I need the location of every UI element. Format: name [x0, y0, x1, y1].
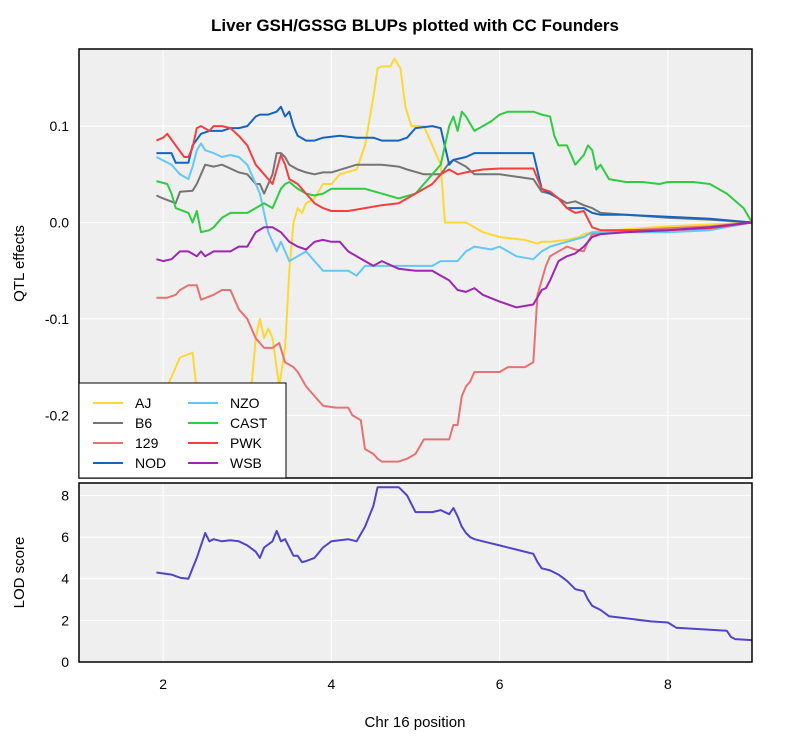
panel-border	[78, 482, 753, 663]
series-line-nzo	[155, 142, 752, 277]
panel-border	[78, 48, 753, 479]
y-tick-label: 4	[61, 571, 69, 587]
legend-label-cast: CAST	[230, 415, 268, 431]
legend-label-pwk: PWK	[230, 435, 263, 451]
series-line-pwk	[156, 125, 752, 232]
x-tick-label: 4	[327, 676, 335, 692]
series-line-wsb	[156, 221, 752, 309]
legend-label-b6: B6	[135, 415, 152, 431]
series-line-aj	[155, 57, 752, 478]
plot-background	[79, 483, 752, 662]
y-tick-label: 6	[61, 529, 69, 545]
legend-label-nod: NOD	[135, 455, 166, 471]
y-tick-label: 0.1	[50, 118, 70, 134]
x-axis-label: Chr 16 position	[365, 714, 466, 731]
y-axis-label: LOD score	[11, 537, 28, 609]
legend: AJ B6 129 NOD NZO CAST PWK WSB	[78, 382, 287, 479]
y-tick-label: -0.1	[45, 311, 69, 327]
legend-label-nzo: NZO	[230, 395, 260, 411]
y-tick-label: 8	[61, 487, 69, 503]
x-tick-label: 8	[664, 676, 672, 692]
y-tick-label: 2	[61, 612, 69, 628]
y-axis-label: QTL effects	[11, 225, 28, 302]
series-line-129	[156, 221, 752, 463]
lod-score-panel: 0 2 4 6 8 LOD score 2 4 6 8	[11, 482, 753, 692]
series-line-cast	[156, 110, 752, 234]
series-line-b6	[156, 152, 752, 224]
legend-label-129: 129	[135, 435, 159, 451]
x-tick-label: 2	[159, 676, 167, 692]
chart-title: Liver GSH/GSSG BLUPs plotted with CC Fou…	[211, 16, 619, 35]
legend-label-wsb: WSB	[230, 455, 262, 471]
series-line-lod	[156, 486, 752, 642]
y-tick-label: -0.2	[45, 407, 69, 423]
x-tick-label: 6	[496, 676, 504, 692]
y-tick-label: 0.0	[50, 215, 70, 231]
qtl-effects-panel: 0.1 0.0 -0.1 -0.2 QTL effects AJ B6 129 NOD NZO CA…	[11, 48, 753, 479]
y-tick-label: 0	[61, 654, 69, 670]
legend-label-aj: AJ	[135, 395, 151, 411]
